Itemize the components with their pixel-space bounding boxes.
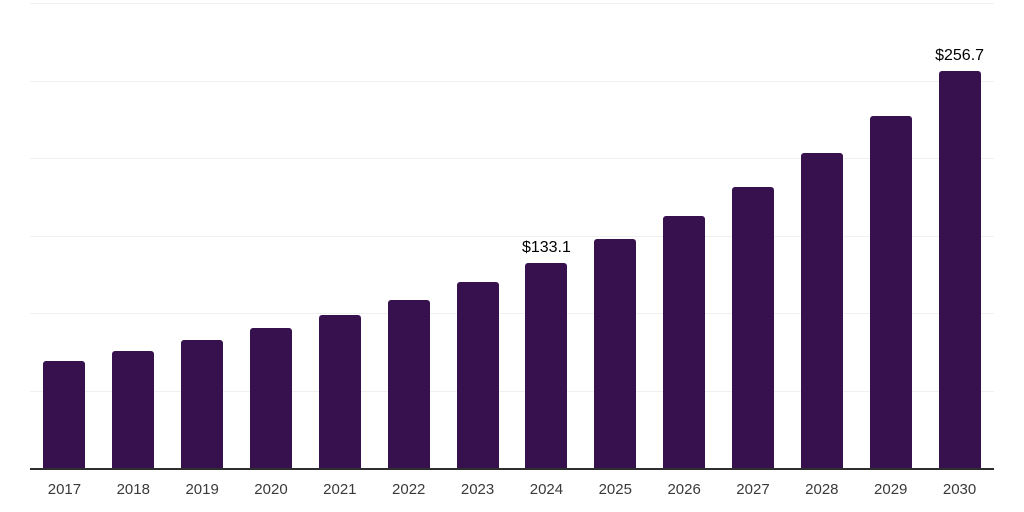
gridline-50 (30, 390, 994, 392)
bar-2020 (249, 328, 292, 469)
bar-2025 (594, 238, 637, 469)
gridline-250 (30, 80, 994, 82)
x-tick-2027: 2027 (736, 481, 770, 498)
plot-area: $133.1 $256.7 (30, 3, 994, 470)
bar-2017 (43, 360, 86, 469)
bar-cell-2021 (305, 4, 374, 469)
gridline-150 (30, 235, 994, 237)
bar-2028 (800, 153, 843, 469)
bar-2023 (456, 281, 499, 469)
gridline-300 (30, 3, 994, 4)
bar-2029 (869, 115, 912, 469)
bar-2021 (318, 314, 361, 469)
x-axis-line (30, 468, 994, 470)
bar-cell-2030: $256.7 (925, 4, 994, 469)
bar-cell-2020 (237, 4, 306, 469)
x-tick-2025: 2025 (598, 481, 632, 498)
data-label-2024: $133.1 (521, 238, 571, 256)
x-tick-2028: 2028 (805, 481, 839, 498)
bar-cell-2027 (719, 4, 788, 469)
bar-2024 (525, 262, 568, 469)
bar-2026 (663, 215, 706, 469)
bar-cell-2018 (99, 4, 168, 469)
bar-cell-2022 (374, 4, 443, 469)
bar-cell-2017 (30, 4, 99, 469)
x-axis-labels: 2017 2018 2019 2020 2021 2022 2023 2024 2025 2026… (30, 480, 994, 504)
bar-2018 (112, 351, 155, 469)
bar-2030 (938, 71, 981, 469)
bar-cell-2025 (581, 4, 650, 469)
bar-2019 (181, 340, 224, 469)
gridline-200 (30, 158, 994, 159)
x-tick-2017: 2017 (47, 481, 82, 498)
bar-cell-2024: $133.1 (512, 4, 581, 469)
bar-cell-2019 (168, 4, 237, 469)
bar-2022 (387, 299, 430, 469)
bar-cell-2029 (856, 4, 925, 469)
bar-cell-2028 (787, 4, 856, 469)
x-tick-2020: 2020 (254, 481, 288, 498)
data-label-2030: $256.7 (935, 47, 985, 65)
bar-2027 (731, 186, 774, 469)
x-tick-2030: 2030 (942, 481, 977, 498)
x-tick-2026: 2026 (667, 481, 701, 498)
x-tick-2023: 2023 (460, 481, 495, 498)
x-tick-2029: 2029 (874, 481, 908, 498)
bar-cell-2026 (650, 4, 719, 469)
x-tick-2022: 2022 (392, 481, 426, 498)
x-tick-2019: 2019 (185, 481, 219, 498)
gridline-100 (30, 313, 994, 314)
bar-cell-2023 (443, 4, 512, 469)
x-tick-2021: 2021 (323, 481, 357, 498)
x-tick-2024: 2024 (529, 481, 564, 498)
x-tick-2018: 2018 (116, 481, 150, 498)
